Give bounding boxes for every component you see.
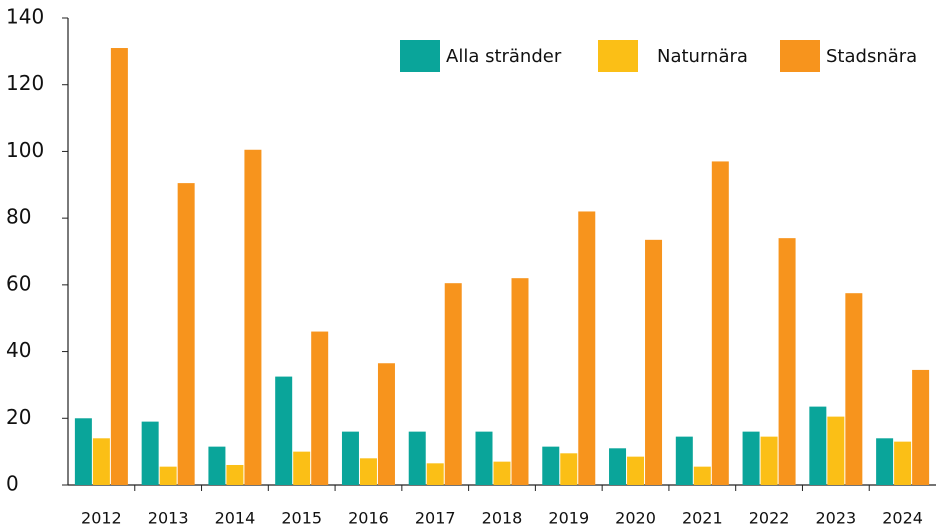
bar [809, 406, 827, 485]
bar [293, 451, 311, 485]
bar [444, 283, 462, 485]
y-tick-label: 100 [6, 138, 44, 162]
bar [511, 278, 529, 485]
x-tick-label: 2015 [281, 509, 322, 527]
x-tick-label: 2013 [148, 509, 189, 527]
x-tick-label: 2024 [882, 509, 923, 527]
bar [92, 438, 110, 485]
bar [177, 183, 195, 485]
bar [560, 453, 578, 485]
bar [244, 149, 262, 485]
bar [645, 239, 663, 485]
bar [693, 466, 711, 485]
legend-label: Stadsnära [826, 46, 917, 67]
bar [845, 293, 863, 485]
legend-swatch [598, 40, 638, 72]
legend-label: Naturnära [657, 46, 748, 67]
bar [110, 48, 128, 486]
legend-swatch [400, 40, 440, 72]
x-tick-label: 2014 [215, 509, 256, 527]
bar [475, 431, 493, 485]
bar [377, 363, 395, 485]
bar [141, 421, 159, 485]
x-tick-label: 2021 [682, 509, 723, 527]
bar [578, 211, 596, 485]
bar [912, 369, 930, 485]
bar [760, 436, 778, 485]
y-tick-label: 80 [6, 205, 31, 229]
bar [208, 446, 226, 485]
bar [876, 438, 894, 485]
x-tick-label: 2012 [81, 509, 122, 527]
bar [742, 431, 760, 485]
x-tick-label: 2017 [415, 509, 456, 527]
bar [493, 461, 511, 485]
bar [226, 464, 244, 485]
x-tick-label: 2019 [548, 509, 589, 527]
bar [542, 446, 560, 485]
bar [408, 431, 426, 485]
x-tick-label: 2018 [482, 509, 523, 527]
y-tick-label: 120 [6, 71, 44, 95]
x-tick-label: 2020 [615, 509, 656, 527]
y-tick-label: 40 [6, 338, 31, 362]
y-tick-label: 20 [6, 405, 31, 429]
bar [711, 161, 729, 485]
bar [275, 376, 293, 485]
x-tick-label: 2023 [815, 509, 856, 527]
y-tick-label: 140 [6, 5, 44, 29]
y-tick-label: 60 [6, 271, 31, 295]
bar [359, 458, 377, 485]
legend-swatch [780, 40, 820, 72]
bar [74, 418, 92, 485]
bar [341, 431, 359, 485]
x-tick-label: 2016 [348, 509, 389, 527]
bar [778, 238, 796, 485]
y-tick-label: 0 [6, 472, 19, 496]
bar [426, 463, 444, 485]
bar [627, 456, 645, 485]
bar [311, 331, 329, 485]
bar [675, 436, 693, 485]
legend-label: Alla stränder [446, 46, 562, 67]
bar [827, 416, 845, 485]
bar [894, 441, 912, 485]
x-tick-label: 2022 [749, 509, 790, 527]
bar [159, 466, 177, 485]
bar [609, 448, 627, 485]
